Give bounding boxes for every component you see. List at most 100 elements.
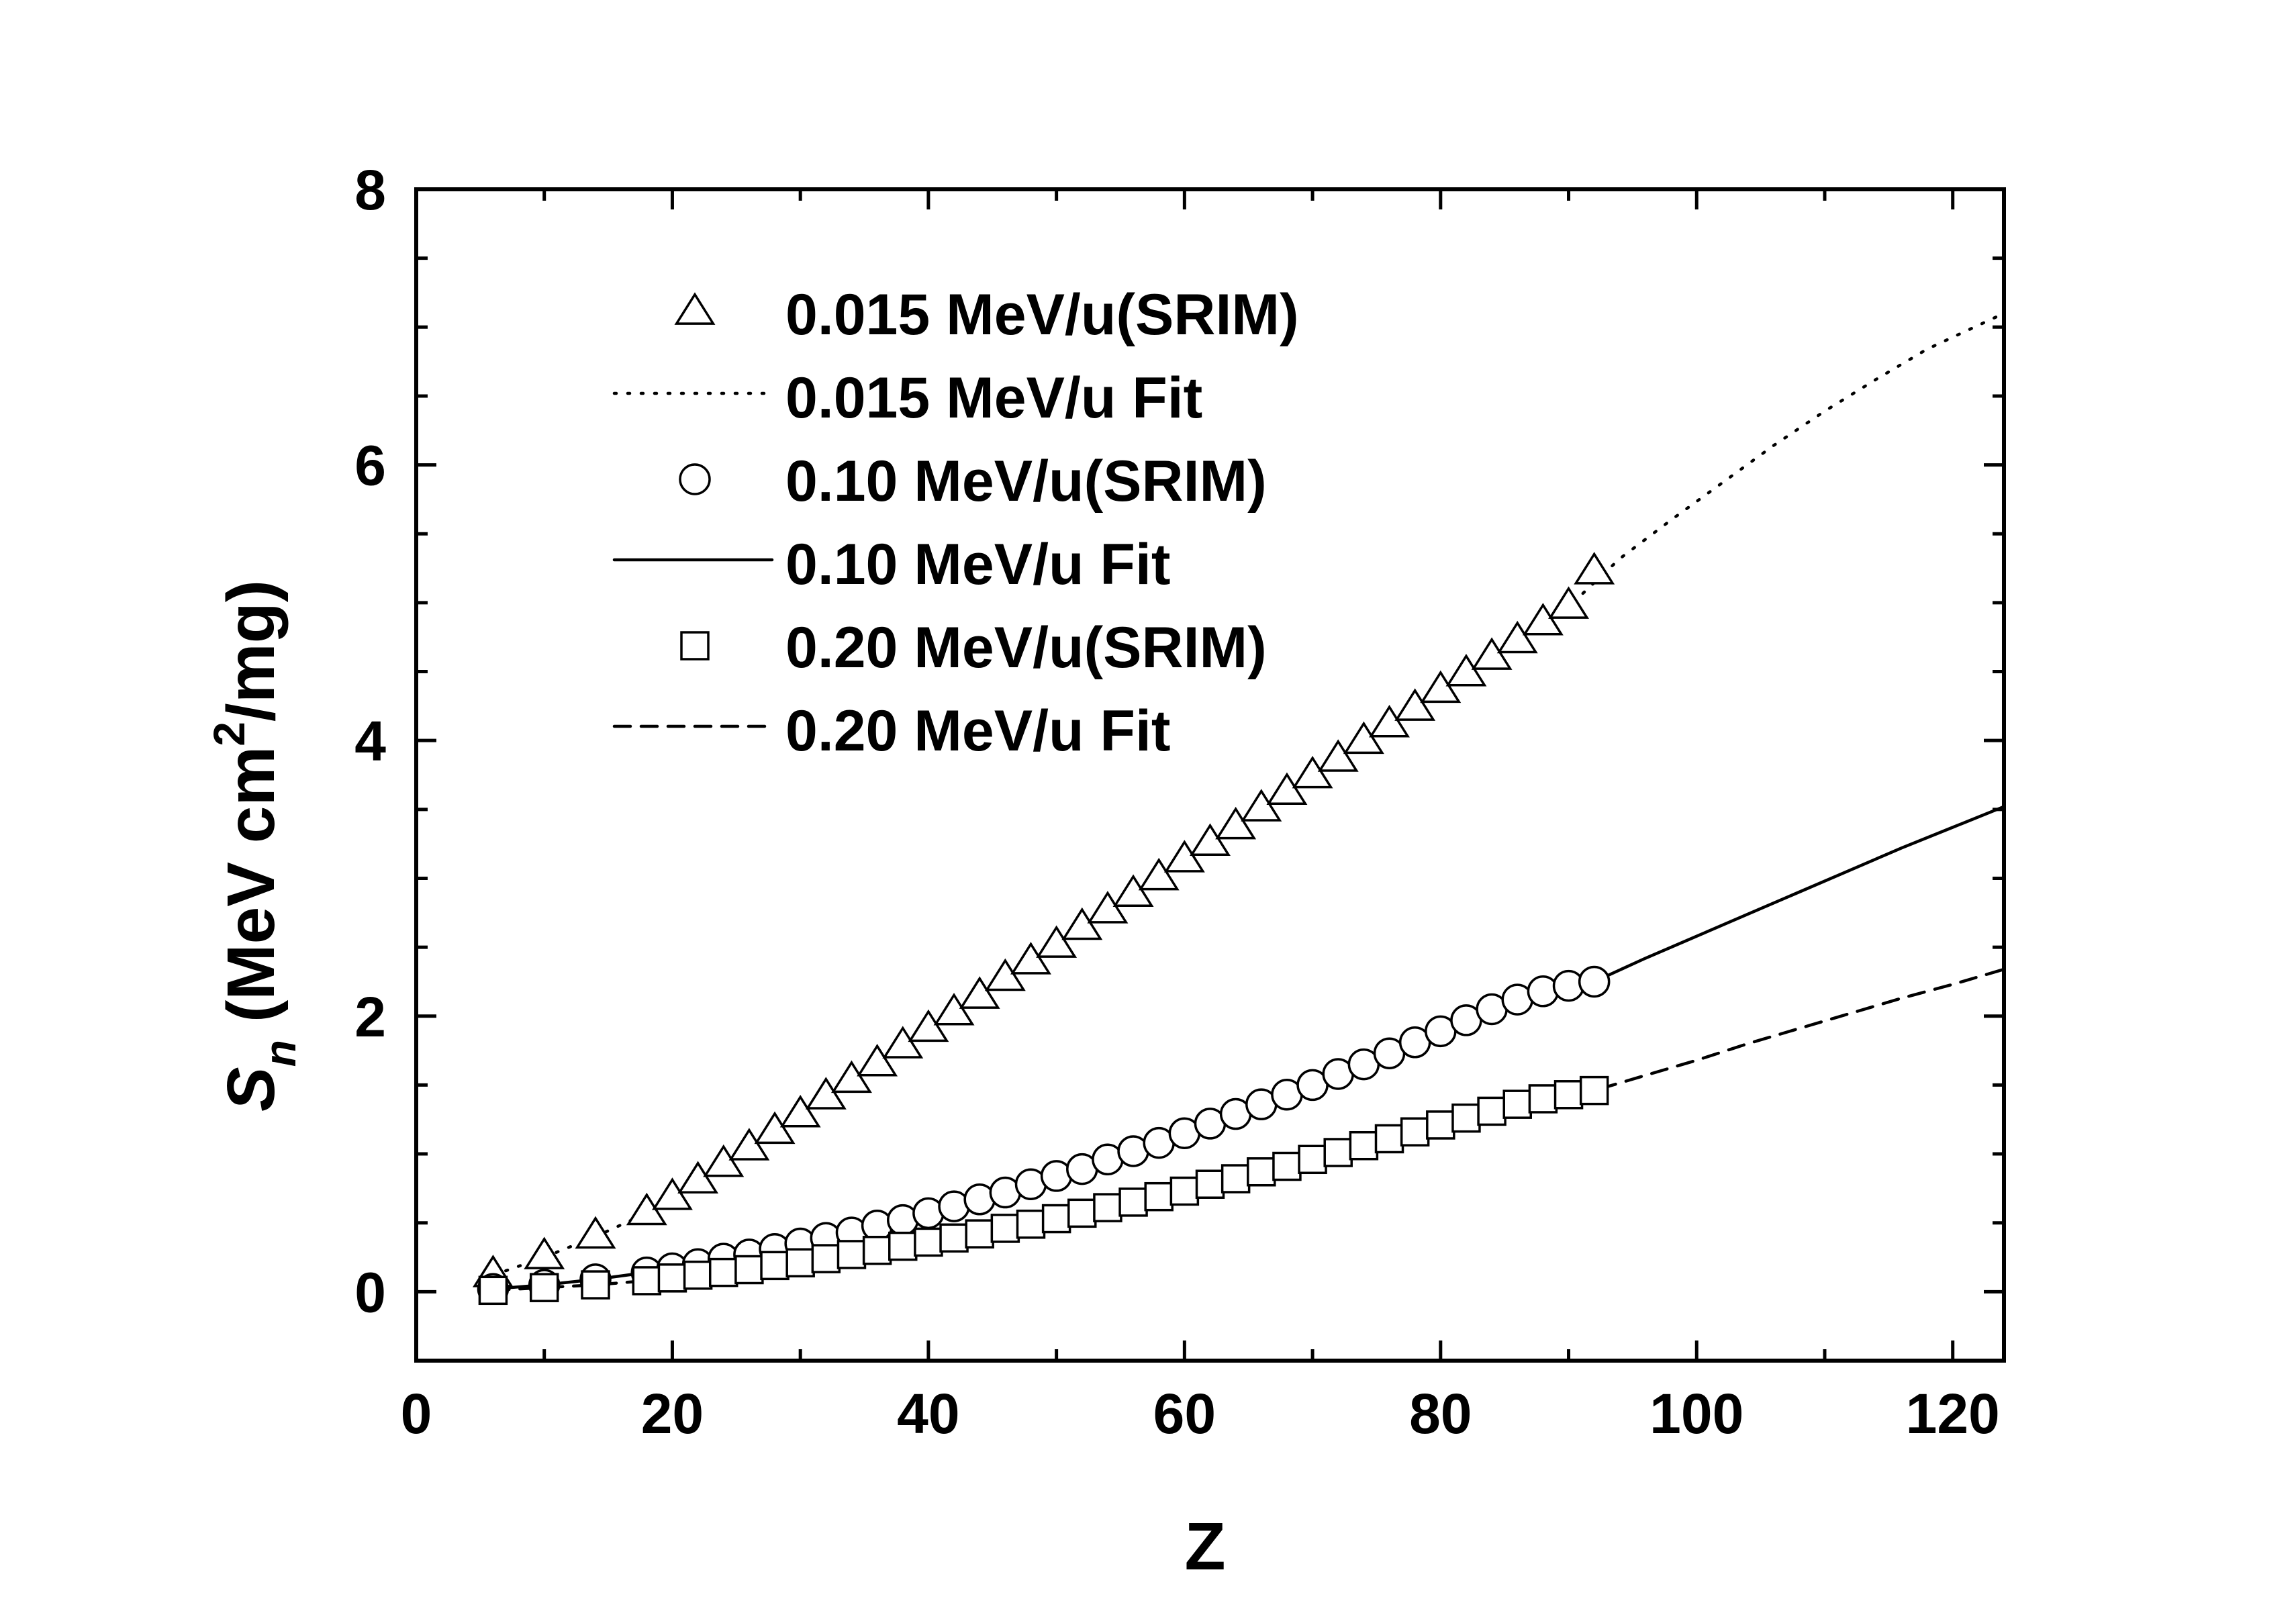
triangle-point [754,1111,796,1144]
square-point [1221,1164,1251,1193]
square-point [657,1263,687,1293]
triangle-point [1292,755,1333,789]
x-tick-label: 40 [897,1382,959,1445]
y-axis-units-superscript: 2 [204,722,254,746]
square-point [632,1266,662,1296]
square-point [1067,1198,1097,1228]
triangle-point [1574,552,1615,585]
square-point [1272,1151,1302,1181]
triangle-point [1190,823,1231,857]
y-axis-subscript: n [255,1040,305,1067]
triangle-point [1010,942,1051,975]
square-point [888,1231,918,1261]
square-point [1016,1210,1046,1239]
legend-label: 0.10 MeV/u Fit [785,532,1171,597]
triangle-point [1369,705,1410,738]
square-point [1579,1075,1609,1106]
triangle-point [857,1044,898,1077]
x-tick-label: 20 [641,1382,704,1445]
x-tick-label: 0 [401,1382,432,1445]
triangle-point [1445,654,1487,687]
square-point [708,1257,738,1287]
triangle-point [1215,806,1257,840]
triangle-point [703,1144,745,1177]
triangle-point [1471,637,1513,670]
square-point [1553,1080,1584,1110]
square-point [1349,1130,1379,1161]
square-point [990,1214,1020,1243]
data-markers [472,552,1615,1306]
square-point [478,1275,508,1306]
y-tick-label: 4 [354,710,386,773]
plot-frame [414,187,2006,1363]
axis-ticks [414,187,2004,1361]
square-point [1374,1124,1404,1154]
legend-square-symbol [680,631,710,661]
legend-circle-symbol [679,463,711,495]
square-point [914,1227,943,1257]
square-point [939,1223,969,1253]
square-point [1195,1169,1225,1199]
triangle-point [677,1161,719,1193]
triangle-point [1163,840,1205,873]
triangle-point [908,1009,949,1042]
y-axis-units-prefix: (MeV cm [213,746,289,1022]
square-point [1426,1110,1455,1140]
square-point [581,1270,610,1300]
triangle-point [1087,891,1129,924]
triangle-point [779,1094,821,1128]
y-axis-title: Sn (MeV cm2/mg) [204,580,305,1112]
triangle-point [1241,789,1282,822]
triangle-point [933,993,975,1026]
triangle-point [1138,857,1180,891]
circle-point [1527,975,1560,1008]
square-point [1169,1176,1200,1206]
circle-point [1578,965,1611,998]
legend: 0.015 MeV/u(SRIM) 0.015 MeV/u Fit 0.10 MeV… [612,283,1299,763]
square-point [760,1251,790,1281]
square-point [529,1273,559,1302]
square-point [1400,1117,1430,1147]
square-point [683,1260,713,1290]
y-tick-label: 0 [354,1261,386,1324]
triangle-point [524,1236,565,1269]
square-point [734,1255,764,1285]
square-point [1118,1187,1148,1217]
x-tick-label: 80 [1409,1382,1472,1445]
square-point [1144,1181,1174,1212]
x-tick-label: 120 [1906,1382,2000,1445]
x-tick-label: 60 [1153,1382,1216,1445]
triangle-point [805,1077,847,1110]
square-point [1477,1096,1506,1126]
triangle-point [1061,907,1103,940]
triangle-point [1420,670,1462,703]
square-point [811,1244,841,1273]
triangle-point [1548,586,1589,619]
tick-labels: 0 20 40 60 80 100 120 0 2 4 6 8 [354,158,2000,1445]
square-point [862,1236,892,1265]
triangle-point [882,1026,924,1059]
triangle-point [831,1060,872,1093]
triangle-point [728,1128,770,1161]
legend-label: 0.10 MeV/u(SRIM) [785,449,1267,514]
legend-label: 0.20 MeV/u(SRIM) [785,616,1267,680]
square-point [1093,1193,1122,1222]
square-point [1298,1144,1327,1175]
triangle-point [1036,925,1078,958]
x-axis-title: Z [1184,1509,1225,1584]
square-point [1502,1089,1532,1119]
triangle-point [959,976,1000,1009]
y-tick-label: 2 [354,985,386,1049]
legend-label: 0.015 MeV/u Fit [785,366,1202,430]
x-tick-label: 100 [1649,1382,1743,1445]
triangle-point [1496,620,1538,654]
square-point [785,1248,815,1277]
square-point [1451,1103,1481,1133]
legend-label: 0.015 MeV/u(SRIM) [785,283,1299,347]
y-tick-label: 6 [354,434,386,497]
triangle-point [1266,772,1308,806]
square-point [965,1219,994,1249]
square-point [836,1240,867,1269]
y-axis-symbol: S [213,1067,289,1112]
